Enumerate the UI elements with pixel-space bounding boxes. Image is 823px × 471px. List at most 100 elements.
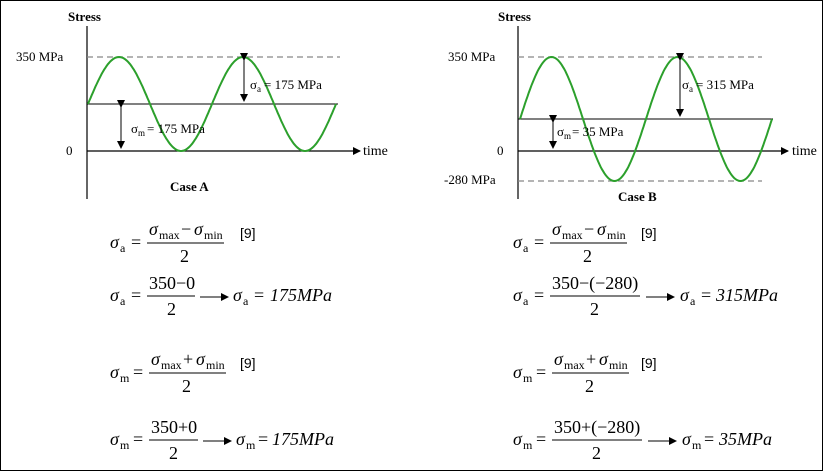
case-b-mean-formula: σ m = σ max + σ min 2 [9] bbox=[513, 349, 657, 396]
sigma-a-subscript: a bbox=[120, 241, 126, 255]
sigma-m-subscript: m bbox=[692, 438, 702, 452]
sigma-max-symbol: σ bbox=[554, 349, 564, 369]
case-b-caption: Case B bbox=[618, 189, 657, 204]
plus-sign: + bbox=[183, 349, 193, 369]
case-a-amp-sigma: σ bbox=[250, 77, 257, 92]
reference: [9] bbox=[641, 355, 657, 371]
case-b-mean-label: = 35 MPa bbox=[572, 124, 624, 139]
case-a-time-label: time bbox=[363, 144, 388, 159]
numerator: 350+(−280) bbox=[554, 417, 640, 438]
sigma-min-symbol: σ bbox=[597, 219, 607, 239]
numerator: 350−0 bbox=[149, 273, 195, 293]
sigma-m-subscript: m bbox=[246, 438, 256, 452]
case-a-max-label: 350 MPa bbox=[16, 49, 64, 64]
case-b-plot: Stress time 350 MPa 0 -280 MPa σ a = 315… bbox=[444, 9, 817, 204]
sigma-max-symbol: σ bbox=[151, 349, 161, 369]
case-b-amplitude-formula: σ a = σ max − σ min 2 [9] bbox=[513, 219, 657, 266]
denominator: 2 bbox=[583, 246, 592, 266]
equals-sign: = bbox=[536, 362, 546, 382]
equals-sign: = bbox=[131, 285, 141, 305]
result-value: 315MPa bbox=[715, 285, 778, 305]
case-b-amp-sub: a bbox=[689, 84, 693, 94]
equals-sign: = bbox=[133, 429, 143, 449]
case-b-stress-wave bbox=[519, 55, 773, 183]
sigma-a-symbol: σ bbox=[513, 285, 523, 305]
sigma-a-symbol: σ bbox=[110, 285, 120, 305]
equals-sign: = bbox=[704, 429, 714, 449]
result-value: 175MPa bbox=[272, 429, 334, 449]
equals-sign: = bbox=[131, 232, 141, 252]
case-a-caption: Case A bbox=[170, 179, 209, 194]
result-value: 35MPa bbox=[718, 429, 772, 449]
case-a-mean-label: = 175 MPa bbox=[147, 121, 205, 136]
case-a-amp-label: = 175 MPa bbox=[264, 77, 322, 92]
sigma-m-subscript: m bbox=[523, 438, 533, 452]
max-subscript: max bbox=[159, 228, 180, 242]
case-b-mean-sigma: σ bbox=[557, 124, 564, 139]
case-b-max-label: 350 MPa bbox=[448, 49, 496, 64]
sigma-a-subscript: a bbox=[120, 294, 126, 308]
equals-sign: = bbox=[133, 362, 143, 382]
denominator: 2 bbox=[590, 299, 599, 319]
sigma-a-symbol: σ bbox=[513, 232, 523, 252]
equals-sign: = bbox=[536, 429, 546, 449]
reference: [9] bbox=[240, 225, 256, 241]
denominator: 2 bbox=[169, 443, 178, 463]
equals-sign: = bbox=[701, 285, 711, 305]
plus-sign: + bbox=[586, 349, 596, 369]
denominator: 2 bbox=[585, 376, 594, 396]
result-value: 175MPa bbox=[270, 285, 332, 305]
min-subscript: min bbox=[607, 228, 626, 242]
case-b-mean-calc: σ m = 350+(−280) 2 σ m = 35MPa bbox=[513, 417, 772, 463]
sigma-m-subscript: m bbox=[523, 371, 533, 385]
case-b-mean-sub: m bbox=[564, 131, 571, 141]
sigma-a-symbol: σ bbox=[110, 232, 120, 252]
equals-sign: = bbox=[258, 429, 268, 449]
sigma-m-symbol: σ bbox=[513, 429, 523, 449]
case-a-stress-wave bbox=[87, 55, 337, 153]
case-a-stress-label: Stress bbox=[68, 9, 101, 24]
sigma-m-symbol: σ bbox=[110, 362, 120, 382]
sigma-a-subscript: a bbox=[523, 294, 529, 308]
sigma-m-symbol: σ bbox=[682, 429, 692, 449]
sigma-a-subscript: a bbox=[243, 294, 249, 308]
sigma-a-subscript: a bbox=[523, 241, 529, 255]
minus-sign: − bbox=[181, 219, 191, 239]
case-a-mean-formula: σ m = σ max + σ min 2 [9] bbox=[110, 349, 256, 396]
equals-sign: = bbox=[534, 285, 544, 305]
sigma-min-symbol: σ bbox=[194, 219, 204, 239]
denominator: 2 bbox=[592, 443, 601, 463]
sigma-a-subscript: a bbox=[690, 294, 696, 308]
case-b-stress-label: Stress bbox=[498, 9, 531, 24]
numerator: 350+0 bbox=[151, 417, 197, 437]
case-a-mean-sub: m bbox=[138, 128, 145, 138]
reference: [9] bbox=[240, 355, 256, 371]
sigma-m-symbol: σ bbox=[236, 429, 246, 449]
denominator: 2 bbox=[182, 376, 191, 396]
case-b-amp-label: = 315 MPa bbox=[696, 77, 754, 92]
case-a-plot: Stress time 350 MPa 0 σ a = 175 MPa σ m … bbox=[16, 9, 388, 199]
case-b-amplitude-calc: σ a = 350−(−280) 2 σ a = 315MPa bbox=[513, 273, 778, 319]
max-subscript: max bbox=[562, 228, 583, 242]
sigma-max-symbol: σ bbox=[149, 219, 159, 239]
denominator: 2 bbox=[180, 246, 189, 266]
case-b-amp-sigma: σ bbox=[682, 77, 689, 92]
case-a-mean-sigma: σ bbox=[131, 121, 138, 136]
equals-sign: = bbox=[254, 285, 264, 305]
denominator: 2 bbox=[167, 299, 176, 319]
case-a-amp-sub: a bbox=[257, 84, 261, 94]
sigma-m-subscript: m bbox=[120, 438, 130, 452]
case-a-amplitude-calc: σ a = 350−0 2 σ a = 175MPa bbox=[110, 273, 332, 319]
sigma-m-symbol: σ bbox=[513, 362, 523, 382]
sigma-a-symbol: σ bbox=[233, 285, 243, 305]
max-subscript: max bbox=[161, 358, 182, 372]
sigma-m-symbol: σ bbox=[110, 429, 120, 449]
numerator: 350−(−280) bbox=[552, 273, 638, 294]
case-a-zero-label: 0 bbox=[66, 143, 73, 158]
minus-sign: − bbox=[584, 219, 594, 239]
case-b-min-label: -280 MPa bbox=[444, 172, 496, 187]
case-b-time-label: time bbox=[792, 144, 817, 159]
sigma-max-symbol: σ bbox=[552, 219, 562, 239]
